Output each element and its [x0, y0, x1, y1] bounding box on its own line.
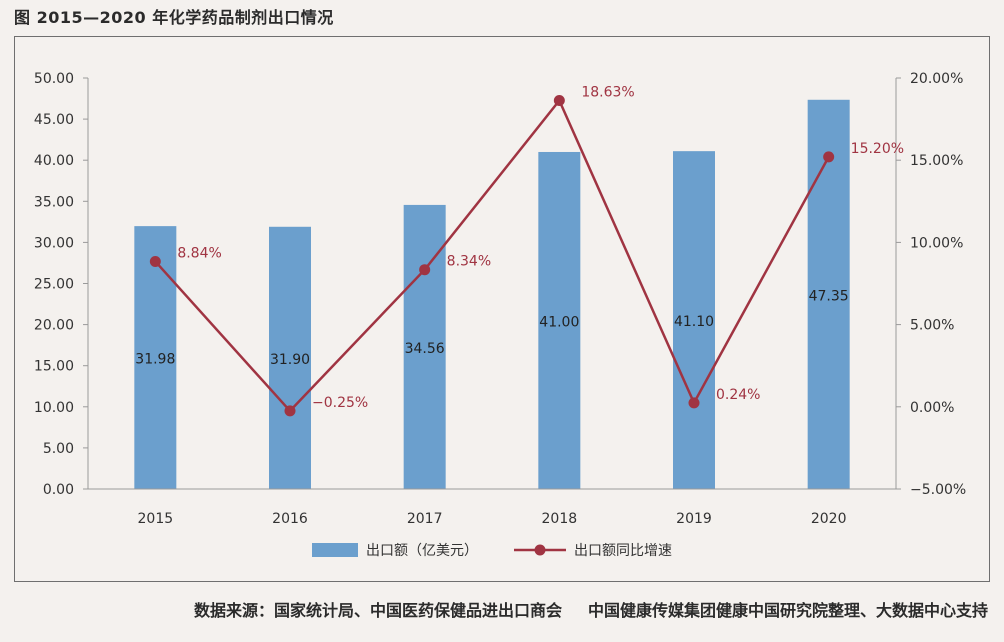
bar-value-label: 41.00 [539, 314, 579, 330]
left-tick-label: 15.00 [34, 359, 74, 375]
right-tick-label: 10.00% [910, 235, 963, 251]
legend-bar-swatch [312, 543, 358, 557]
growth-point-2017 [419, 264, 431, 276]
legend-line-label: 出口额同比增速 [574, 543, 672, 559]
right-tick-label: 15.00% [910, 153, 963, 169]
left-tick-label: 0.00 [43, 482, 74, 498]
growth-point-2018 [553, 95, 565, 107]
source-prefix-and-1: 数据来源：国家统计局、中国医药保健品进出口商会 [194, 601, 562, 620]
growth-value-label: 18.63% [581, 85, 634, 101]
bar-2020 [807, 99, 850, 490]
right-tick-label: 0.00% [910, 400, 954, 416]
left-tick-label: 45.00 [34, 112, 74, 128]
source-text-2: 中国健康传媒集团健康中国研究院整理、大数据中心支持 [587, 601, 988, 620]
left-tick-label: 50.00 [34, 71, 74, 87]
x-tick-label: 2020 [811, 511, 847, 527]
x-tick-label: 2017 [407, 511, 443, 527]
right-axis: −5.00% 0.00% 5.00% 10.00% 15.00% 20.00% [895, 71, 966, 498]
right-tick-label: 5.00% [910, 318, 954, 334]
x-tick-label: 2019 [676, 511, 712, 527]
left-tick-label: 20.00 [34, 318, 74, 334]
growth-value-label: 8.84% [177, 245, 221, 261]
bar-value-label: 47.35 [809, 288, 849, 304]
growth-point-2015 [149, 255, 161, 267]
source-prefix: 数据来源： [193, 601, 274, 620]
bar-value-label: 31.98 [135, 352, 175, 368]
source-note: 数据来源：国家统计局、中国医药保健品进出口商会 中国健康传媒集团健康中国研究院整理… [194, 597, 988, 621]
legend-line-marker [534, 544, 546, 556]
source-text-1: 国家统计局、中国医药保健品进出口商会 [273, 601, 562, 620]
left-tick-label: 5.00 [43, 441, 74, 457]
bar-value-label: 41.10 [674, 314, 714, 330]
growth-value-label: 15.20% [851, 141, 904, 157]
x-axis: 2015 2016 2017 2018 2019 2020 [88, 488, 896, 527]
growth-value-label: 0.24% [716, 387, 760, 403]
growth-point-2019 [688, 397, 700, 409]
left-tick-label: 10.00 [34, 400, 74, 416]
right-tick-label: −5.00% [910, 482, 966, 498]
bar-2019 [673, 151, 715, 489]
bar-2015 [134, 226, 177, 490]
x-tick-label: 2016 [272, 511, 308, 527]
chart-frame [14, 36, 990, 582]
right-tick-label: 20.00% [910, 71, 963, 87]
x-tick-label: 2015 [138, 511, 174, 527]
bar-value-label: 31.90 [270, 352, 310, 368]
legend-bar-label: 出口额（亿美元） [366, 543, 478, 559]
growth-line [154, 98, 830, 413]
growth-point-2020 [823, 151, 835, 163]
growth-point-2016 [284, 405, 296, 417]
left-axis: 0.00 5.00 10.00 15.00 20.00 25.00 30.00 35.00 40… [34, 71, 89, 498]
left-tick-label: 40.00 [34, 153, 74, 169]
bar-2018 [538, 151, 581, 490]
bar-value-label: 34.56 [405, 341, 445, 357]
bar-2016 [269, 226, 311, 490]
figure-title: 图 2015—2020 年化学药品制剂出口情况 [14, 8, 334, 27]
left-tick-label: 35.00 [34, 194, 74, 210]
line-series: 8.84% −0.25% 8.34% 18.63% 0.24% 15.20% [149, 85, 904, 417]
growth-value-label: −0.25% [312, 395, 368, 411]
legend: 出口额（亿美元） 出口额同比增速 [312, 543, 672, 559]
left-tick-label: 30.00 [34, 235, 74, 251]
growth-value-label: 8.34% [447, 254, 491, 270]
x-tick-label: 2018 [542, 511, 578, 527]
bar-series: 31.98 31.90 34.56 41.00 41.10 47.35 [134, 99, 850, 490]
left-tick-label: 25.00 [34, 277, 74, 293]
